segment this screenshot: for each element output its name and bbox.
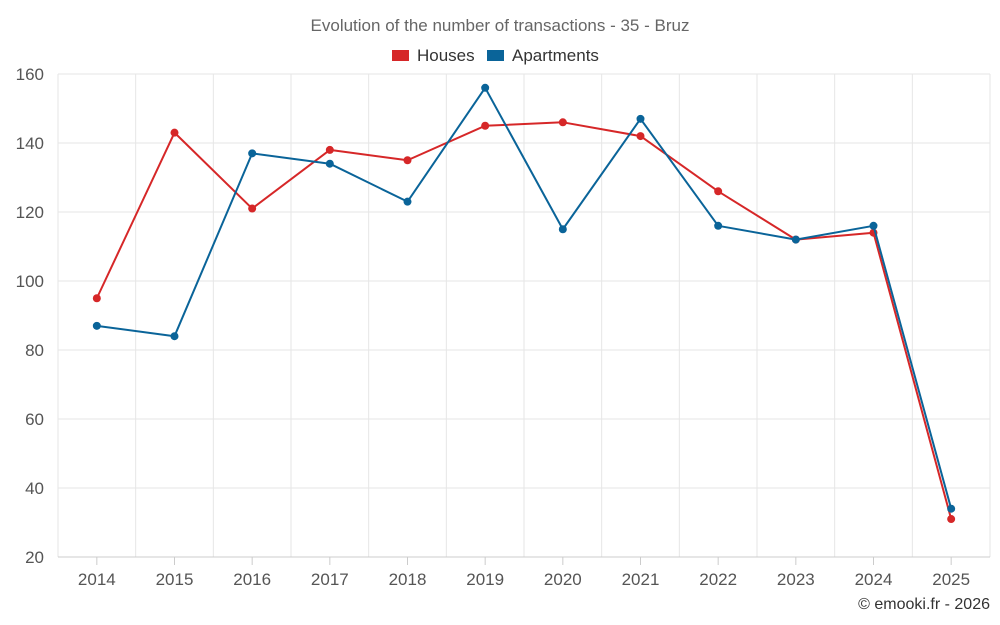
data-point-apartments[interactable] [636,114,645,123]
series [92,83,956,524]
data-point-houses[interactable] [714,187,723,196]
x-tick-label: 2014 [78,570,116,589]
data-point-apartments[interactable] [170,332,179,341]
y-tick-label: 80 [25,341,44,360]
x-tick-label: 2021 [622,570,660,589]
y-tick-label: 60 [25,410,44,429]
data-point-houses[interactable] [403,156,412,165]
axes: 20 40 60 80 100 120 140 160 2014 2015 2016 2017 2018… [16,65,990,589]
legend-swatch-houses [392,50,409,61]
data-point-houses[interactable] [248,204,257,213]
legend-label-apartments[interactable]: Apartments [512,46,599,65]
data-point-apartments[interactable] [403,197,412,206]
data-point-houses[interactable] [947,515,956,524]
x-tick-label: 2023 [777,570,815,589]
data-point-apartments[interactable] [947,504,956,513]
x-tick-label: 2022 [699,570,737,589]
data-point-houses[interactable] [558,118,567,127]
series-line-houses [95,121,953,520]
y-tick-label: 160 [16,65,44,84]
series-line-apartments [96,86,953,509]
y-tick-label: 120 [16,203,44,222]
data-point-apartments[interactable] [714,221,723,230]
legend-swatch-apartments [487,50,504,61]
x-tick-label: 2018 [389,570,427,589]
data-point-houses[interactable] [325,145,334,154]
x-tick-label: 2015 [156,570,194,589]
credit-text: © emooki.fr - 2026 [858,596,990,613]
grid [57,73,991,557]
legend: Houses Apartments [392,46,599,65]
y-tick-label: 40 [25,479,44,498]
data-point-houses[interactable] [170,128,179,137]
data-point-apartments[interactable] [248,149,257,158]
x-tick-label: 2019 [466,570,504,589]
x-tick-label: 2016 [233,570,271,589]
data-point-houses[interactable] [636,132,645,141]
x-tick-label: 2025 [932,570,970,589]
x-tick-label: 2024 [855,570,893,589]
data-point-apartments[interactable] [558,225,567,234]
y-tick-label: 100 [16,272,44,291]
y-tick-label: 20 [25,548,44,567]
x-tick-label: 2020 [544,570,582,589]
data-point-apartments[interactable] [325,159,334,168]
data-point-houses[interactable] [481,121,490,130]
data-point-houses[interactable] [92,294,101,303]
legend-label-houses[interactable]: Houses [417,46,475,65]
x-tick-label: 2017 [311,570,349,589]
y-tick-label: 140 [16,134,44,153]
data-point-apartments[interactable] [791,235,800,244]
data-point-apartments[interactable] [869,221,878,230]
data-point-apartments[interactable] [481,83,490,92]
data-point-apartments[interactable] [92,321,101,330]
chart-title: Evolution of the number of transactions … [311,16,690,35]
